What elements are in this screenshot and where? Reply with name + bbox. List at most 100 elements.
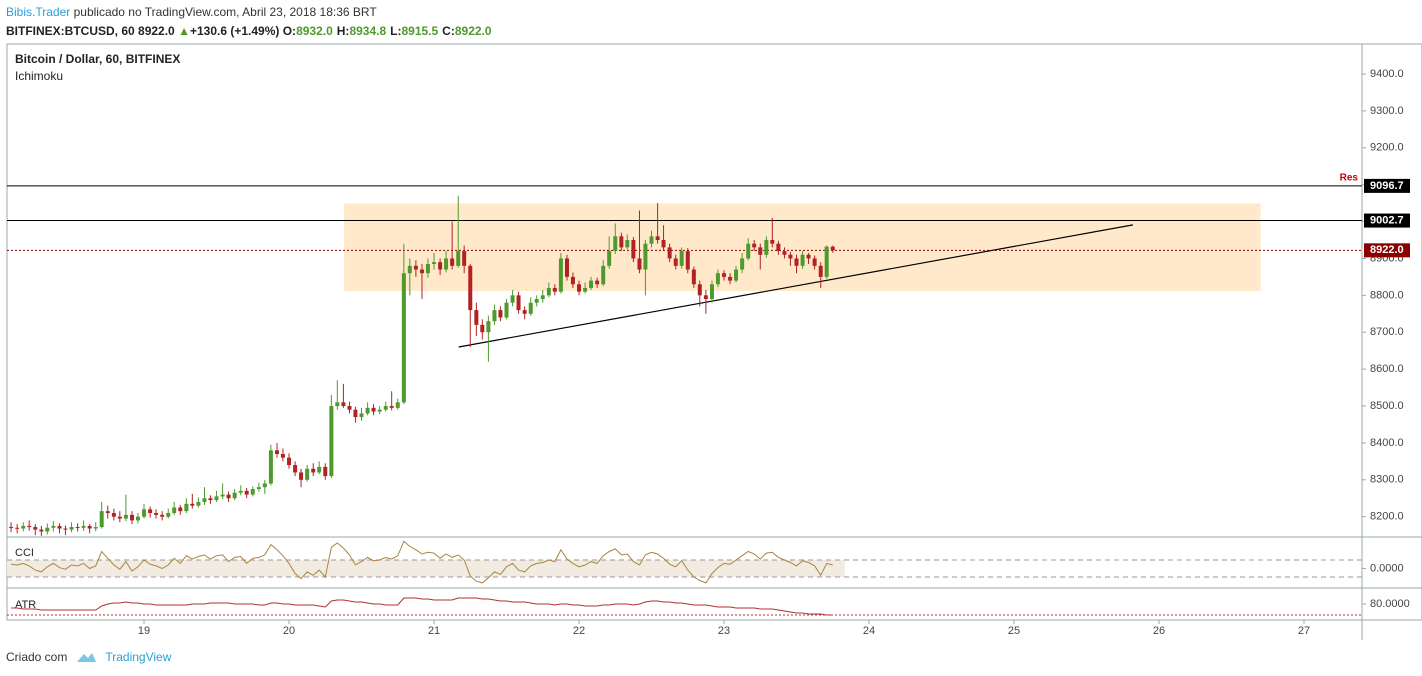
candle-body bbox=[117, 516, 122, 519]
candle-body bbox=[540, 295, 545, 300]
candle-body bbox=[510, 295, 515, 303]
candle-body bbox=[232, 492, 237, 499]
candle-body bbox=[462, 251, 467, 266]
candle-body bbox=[631, 240, 636, 259]
candle-body bbox=[570, 276, 575, 285]
candle-body bbox=[202, 498, 207, 502]
x-tick-label: 21 bbox=[428, 625, 440, 637]
candle-body bbox=[389, 406, 394, 408]
candle-body bbox=[256, 487, 261, 490]
candle-body bbox=[196, 501, 201, 506]
candle-body bbox=[649, 236, 654, 244]
candle-body bbox=[220, 494, 225, 497]
candle-body bbox=[238, 490, 243, 493]
candle-body bbox=[516, 295, 521, 311]
candle-body bbox=[788, 254, 793, 259]
ohlc: O:8932.0 H:8934.8 L:8915.5 C:8922.0 bbox=[283, 24, 496, 38]
candle-body bbox=[184, 503, 189, 512]
candle-body bbox=[383, 406, 388, 410]
candle-body bbox=[341, 402, 346, 407]
candle-body bbox=[492, 310, 497, 322]
brand[interactable]: TradingView bbox=[105, 650, 172, 664]
y-tick-label: 80.0000 bbox=[1370, 598, 1410, 610]
y-tick-label: 8400.0 bbox=[1370, 437, 1404, 449]
candle-body bbox=[401, 273, 406, 403]
candle-body bbox=[480, 324, 485, 333]
candle-body bbox=[75, 527, 80, 529]
candle-body bbox=[474, 310, 479, 325]
candle-body bbox=[299, 472, 304, 480]
candle-body bbox=[552, 287, 557, 292]
candle-body bbox=[703, 295, 708, 300]
y-tick-label: 8600.0 bbox=[1370, 363, 1404, 375]
candle-body bbox=[679, 251, 684, 266]
candle-body bbox=[178, 507, 183, 512]
candle-body bbox=[317, 466, 322, 473]
logo bbox=[77, 653, 97, 662]
last-price: 8922.0 bbox=[138, 24, 175, 38]
candle-body bbox=[456, 251, 461, 266]
candle-body bbox=[770, 240, 775, 244]
footer: Criado com TradingView bbox=[6, 650, 171, 664]
candle-body bbox=[353, 409, 358, 418]
candle-body bbox=[395, 402, 400, 408]
candle-body bbox=[63, 528, 68, 530]
candle-body bbox=[613, 236, 618, 252]
candle-body bbox=[39, 529, 44, 532]
overlay: 8200.0 8300.0 8400.0 8500.0 8600.0 8700.0 8800… bbox=[138, 68, 1410, 637]
candle-body bbox=[123, 514, 128, 519]
candle-body bbox=[667, 247, 672, 259]
candle-body bbox=[15, 527, 20, 529]
candle-body bbox=[818, 265, 823, 277]
candle-body bbox=[432, 262, 437, 264]
candle-body bbox=[268, 450, 273, 484]
ohlc-key: O: bbox=[282, 24, 297, 38]
candle-body bbox=[27, 525, 32, 528]
chart-subtitle: Ichimoku bbox=[15, 69, 63, 83]
candle-body bbox=[419, 269, 424, 274]
candle-body bbox=[715, 273, 720, 285]
candle-body bbox=[413, 265, 418, 270]
indicator-line bbox=[11, 597, 833, 616]
candle-body bbox=[329, 406, 334, 477]
published: publicado no TradingView.com, Abril 23, … bbox=[73, 5, 377, 19]
candle-body bbox=[335, 402, 340, 407]
candle-body bbox=[546, 287, 551, 296]
candle-body bbox=[226, 494, 231, 499]
candle-body bbox=[661, 240, 666, 248]
candle-body bbox=[111, 513, 116, 517]
candle-body bbox=[830, 246, 835, 251]
y-tick-label: 8800.0 bbox=[1370, 289, 1404, 301]
candle-body bbox=[583, 287, 588, 292]
author[interactable]: Bibis.Trader bbox=[6, 5, 71, 19]
candle-body bbox=[625, 240, 630, 248]
candle-body bbox=[21, 525, 26, 529]
band-fill bbox=[7, 559, 845, 577]
trendline bbox=[458, 224, 1134, 348]
ohlc-value: 8932.0 bbox=[296, 24, 333, 38]
candle-body bbox=[99, 511, 104, 528]
x-tick-label: 25 bbox=[1008, 625, 1020, 637]
candle-body bbox=[746, 243, 751, 259]
candle-body bbox=[154, 513, 159, 515]
candle-body bbox=[504, 302, 509, 318]
candle-body bbox=[33, 527, 38, 530]
x-tick-label: 27 bbox=[1298, 625, 1310, 637]
candle-body bbox=[782, 251, 787, 255]
candle-body bbox=[486, 321, 491, 333]
candle-body bbox=[824, 246, 829, 277]
ohlc-value: 8915.5 bbox=[401, 24, 439, 38]
x-tick-label: 24 bbox=[863, 625, 875, 637]
candle-body bbox=[250, 489, 255, 495]
y-tick-label: 8500.0 bbox=[1370, 400, 1404, 412]
candle-body bbox=[577, 284, 582, 292]
candle-body bbox=[528, 302, 533, 314]
candle-body bbox=[262, 483, 267, 488]
candle-body bbox=[534, 299, 539, 303]
candle-body bbox=[129, 514, 134, 521]
candle-body bbox=[595, 280, 600, 285]
candle-body bbox=[81, 525, 86, 528]
candle-body bbox=[752, 243, 757, 248]
